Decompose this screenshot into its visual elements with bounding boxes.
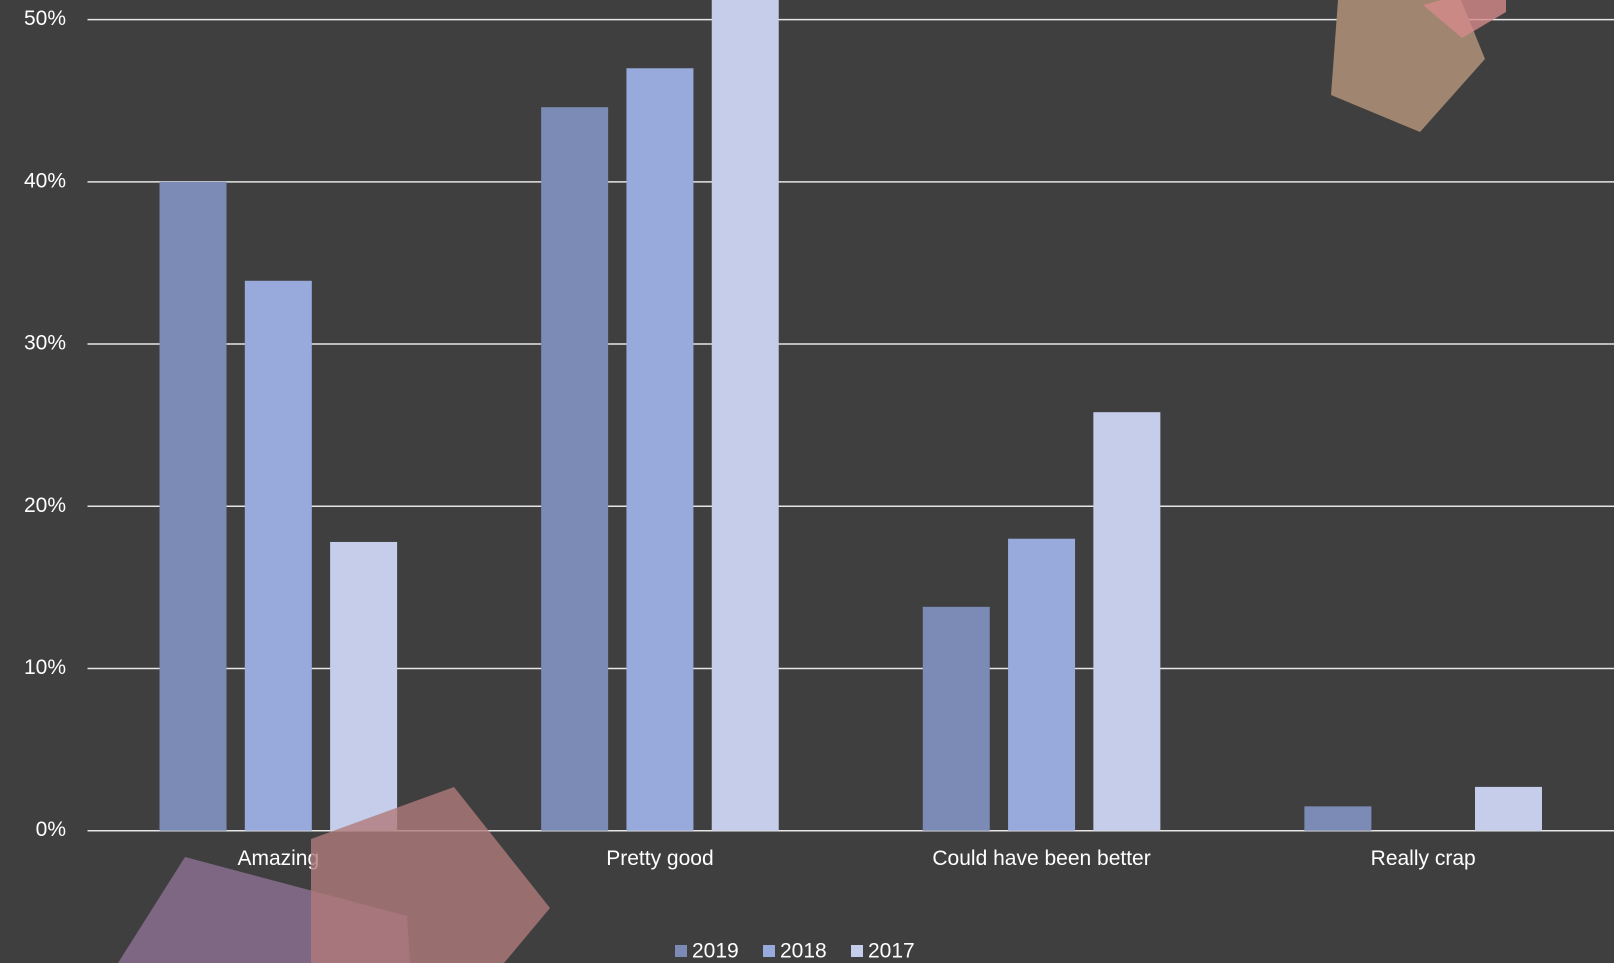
legend-swatch	[675, 945, 687, 957]
bar	[711, 0, 779, 831]
bar	[541, 107, 609, 831]
y-tick-label: 0%	[36, 818, 66, 841]
y-tick-label: 20%	[24, 494, 66, 517]
decorations	[118, 0, 1506, 963]
x-tick-label: Amazing	[237, 847, 319, 870]
bar	[1008, 538, 1076, 831]
bar	[1474, 786, 1542, 831]
x-tick-label: Could have been better	[932, 847, 1150, 870]
legend-label: 2018	[780, 940, 827, 963]
plot-area: 0% 10% 20% 30% 40% 50% Amazing Pretty good Could…	[24, 0, 1614, 870]
x-tick-label: Pretty good	[606, 847, 713, 870]
y-tick-label: 50%	[24, 7, 66, 30]
bar	[626, 68, 694, 831]
decor-shape	[311, 787, 550, 963]
y-tick-label: 40%	[24, 169, 66, 192]
legend-swatch	[851, 945, 863, 957]
y-tick-label: 30%	[24, 332, 66, 355]
bar	[159, 181, 227, 831]
decor-shape	[1423, 0, 1506, 38]
bar	[244, 280, 312, 831]
bar	[1093, 412, 1161, 831]
legend-swatch	[763, 945, 775, 957]
y-tick-label: 10%	[24, 656, 66, 679]
legend-label: 2017	[868, 940, 915, 963]
legend: 2019 2018 2017	[675, 940, 915, 963]
legend-label: 2019	[692, 940, 739, 963]
bar	[1304, 806, 1372, 831]
bar	[330, 541, 398, 831]
decor-shape	[1331, 0, 1485, 132]
bar	[922, 606, 990, 831]
x-tick-label: Really crap	[1371, 847, 1476, 870]
